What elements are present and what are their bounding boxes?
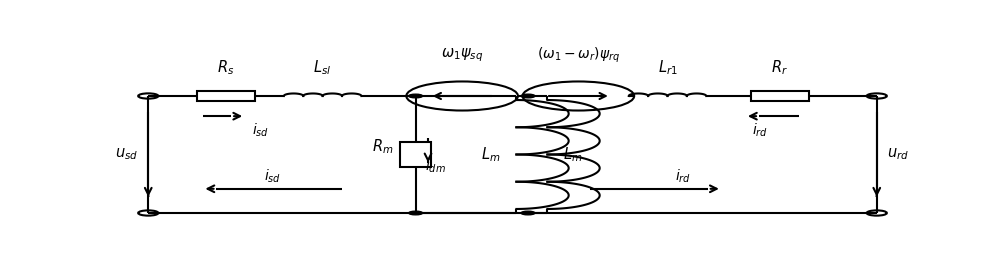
Text: $L_{r1}$: $L_{r1}$ [658,58,677,77]
Bar [197,91,255,101]
Text: $\omega_1\psi_{sq}$: $\omega_1\psi_{sq}$ [441,47,483,64]
Text: $u_{rd}$: $u_{rd}$ [887,147,909,162]
Bar [751,91,809,101]
Text: $R_m$: $R_m$ [372,137,394,156]
Text: $i_{rd}$: $i_{rd}$ [752,122,769,139]
Text: $L_m$: $L_m$ [563,145,583,164]
Text: $u_{sd}$: $u_{sd}$ [115,147,138,162]
Circle shape [409,211,423,215]
Text: $i_{rd}$: $i_{rd}$ [675,168,691,185]
Text: $i_{sd}$: $i_{sd}$ [252,122,269,139]
Text: $i_{dm}$: $i_{dm}$ [425,158,445,175]
Text: $R_s$: $R_s$ [217,58,234,77]
Circle shape [521,211,535,215]
Text: $R_r$: $R_r$ [771,58,788,77]
Text: $(\omega_1-\omega_r)\psi_{rq}$: $(\omega_1-\omega_r)\psi_{rq}$ [537,46,620,65]
Text: $i_{sd}$: $i_{sd}$ [264,168,281,185]
Text: $L_m$: $L_m$ [481,145,501,164]
Circle shape [409,94,423,98]
Bar [400,142,431,167]
Text: $L_{sl}$: $L_{sl}$ [313,58,332,77]
Circle shape [521,94,535,98]
